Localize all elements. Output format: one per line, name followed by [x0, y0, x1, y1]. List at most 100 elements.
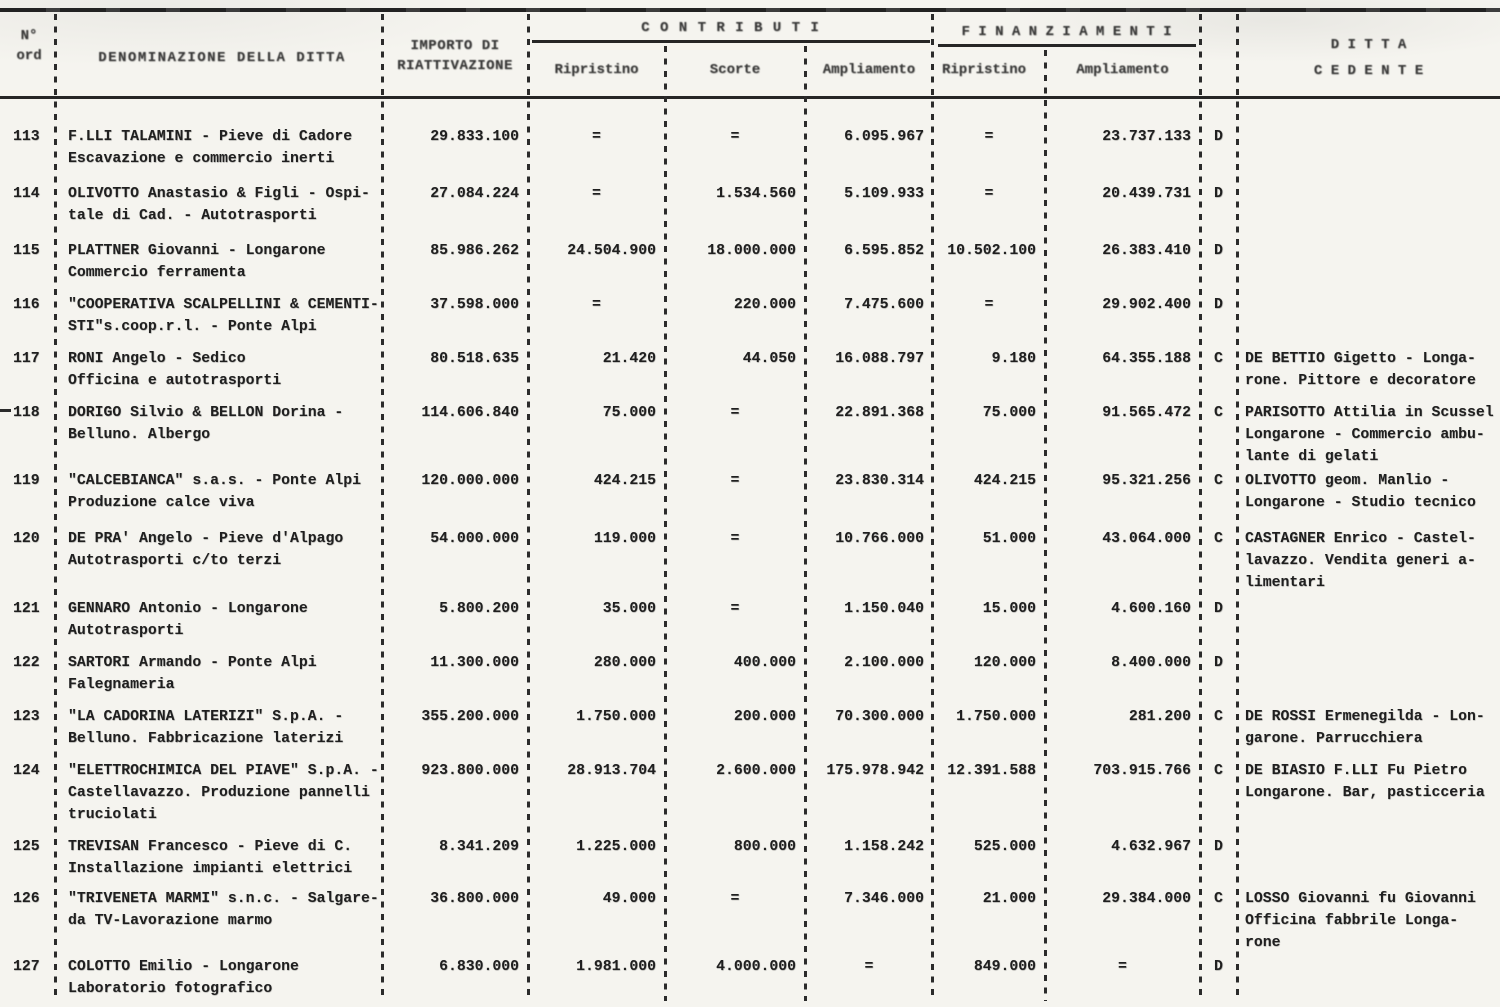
- contributi-ripristino-cell: =: [592, 186, 601, 202]
- row-number-cell: 115: [13, 243, 40, 259]
- contributi-ripristino-cell: 1.981.000: [576, 959, 656, 975]
- ditta-cedente-cell: [1237, 240, 1500, 284]
- company-name-cell: "TRIVENETA MARMI" s.n.c. - Salgare- da T…: [68, 891, 379, 929]
- finanziamenti-ripristino-cell: 9.180: [991, 351, 1036, 367]
- contributi-ampliamento-cell: 1.150.040: [844, 601, 924, 617]
- importo-riattivazione-cell: 11.300.000: [430, 655, 519, 671]
- tipo-d-c-cell: C: [1214, 405, 1223, 421]
- tipo-d-c-cell: D: [1214, 601, 1223, 617]
- contributi-scorte-cell: 800.000: [733, 839, 796, 855]
- row-number-cell: 125: [13, 839, 40, 855]
- contributi-scorte-cell: =: [730, 129, 740, 145]
- column-divider: [664, 46, 667, 1001]
- ditta-cedente-cell: CASTAGNER Enrico - Castel- lavazzo. Vend…: [1245, 531, 1476, 591]
- finanziamenti-ripristino-cell: =: [984, 186, 994, 202]
- tipo-d-c-cell: D: [1214, 243, 1223, 259]
- finanziamenti-ampliamento-cell: 91.565.472: [1102, 405, 1191, 421]
- contributi-group-underline: [532, 40, 930, 43]
- finanziamenti-ripristino-cell: =: [984, 297, 994, 313]
- company-name-cell: OLIVOTTO Anastasio & Figli - Ospi- tale …: [68, 186, 370, 224]
- contributi-ripristino-cell: 424.215: [593, 473, 656, 489]
- row-number-cell: 126: [13, 891, 40, 907]
- company-name-cell: "LA CADORINA LATERIZI" S.p.A. - Belluno.…: [68, 709, 344, 747]
- table-row: 119 "CALCEBIANCA" s.a.s. - Ponte Alpi Pr…: [0, 470, 1500, 514]
- table-row: 114 OLIVOTTO Anastasio & Figli - Ospi- t…: [0, 183, 1500, 227]
- table-row: 116 "COOPERATIVA SCALPELLINI & CEMENTI- …: [0, 294, 1500, 338]
- importo-riattivazione-cell: 85.986.262: [430, 243, 519, 259]
- column-header-num: N° ord: [16, 28, 42, 64]
- contributi-ampliamento-cell: 1.158.242: [844, 839, 924, 855]
- table-row: 115 PLATTNER Giovanni - Longarone Commer…: [0, 240, 1500, 284]
- finanziamenti-ampliamento-cell: 64.355.188: [1102, 351, 1191, 367]
- company-name-cell: GENNARO Antonio - Longarone Autotrasport…: [68, 601, 308, 639]
- contributi-scorte-cell: 200.000: [733, 709, 796, 725]
- finanziamenti-ripristino-cell: 849.000: [973, 959, 1036, 975]
- ditta-cedente-cell: [1237, 836, 1500, 880]
- finanziamenti-ampliamento-cell: =: [1118, 959, 1127, 975]
- ditta-cedente-cell: PARISOTTO Attilia in Scussel Longarone -…: [1245, 405, 1494, 465]
- company-name-cell: DORIGO Silvio & BELLON Dorina - Belluno.…: [68, 405, 344, 443]
- contributi-ripristino-cell: 1.225.000: [576, 839, 656, 855]
- ditta-cedente-cell: DE ROSSI Ermenegilda - Lon- garone. Parr…: [1245, 709, 1485, 747]
- table-top-border: [0, 8, 1500, 12]
- table-row: 117 RONI Angelo - Sedico Officina e auto…: [0, 348, 1500, 392]
- ditta-cedente-cell: [1237, 294, 1500, 338]
- row-number-cell: 122: [13, 655, 40, 671]
- row-number-cell: 113: [13, 129, 40, 145]
- finanziamenti-ampliamento-cell: 95.321.256: [1102, 473, 1191, 489]
- tipo-d-c-cell: D: [1214, 186, 1223, 202]
- contributi-ampliamento-cell: 70.300.000: [835, 709, 924, 725]
- contributi-scorte-cell: 44.050: [742, 351, 796, 367]
- column-divider: [804, 46, 807, 1001]
- contributi-scorte-cell: =: [730, 473, 740, 489]
- contributi-scorte-cell: 2.600.000: [716, 763, 796, 779]
- ditta-cedente-cell: [1237, 652, 1500, 696]
- column-header-importo: IMPORTO DI RIATTIVAZIONE: [397, 38, 513, 74]
- finanziamenti-ripristino-cell: 12.391.588: [947, 763, 1036, 779]
- finanziamenti-ampliamento-cell: 29.902.400: [1102, 297, 1191, 313]
- row-number-cell: 118: [13, 405, 40, 421]
- company-name-cell: RONI Angelo - Sedico Officina e autotras…: [68, 351, 282, 389]
- importo-riattivazione-cell: 27.084.224: [430, 186, 519, 202]
- column-divider: [527, 14, 530, 1001]
- contributi-scorte-cell: =: [730, 891, 740, 907]
- contributi-scorte-cell: =: [730, 405, 740, 421]
- table-row: 122 SARTORI Armando - Ponte Alpi Falegna…: [0, 652, 1500, 696]
- company-name-cell: DE PRA' Angelo - Pieve d'Alpago Autotras…: [68, 531, 344, 569]
- contributi-ampliamento-cell: 7.475.600: [844, 297, 924, 313]
- row-number-cell: 116: [13, 297, 40, 313]
- row-number-cell: 120: [13, 531, 40, 547]
- contributi-scorte-cell: =: [730, 601, 740, 617]
- contributi-ripristino-cell: 24.504.900: [567, 243, 656, 259]
- row-number-cell: 119: [13, 473, 40, 489]
- column-divider: [931, 14, 934, 1001]
- contributi-scorte-cell: 4.000.000: [716, 959, 796, 975]
- finanziamenti-ampliamento-cell: 4.600.160: [1111, 601, 1191, 617]
- tipo-d-c-cell: D: [1214, 959, 1223, 975]
- contributi-scorte-cell: =: [730, 531, 740, 547]
- ditta-cedente-cell: DE BETTIO Gigetto - Longa- rone. Pittore…: [1245, 351, 1476, 389]
- table-row: 123 "LA CADORINA LATERIZI" S.p.A. - Bell…: [0, 706, 1500, 750]
- row-number-cell: 124: [13, 763, 40, 779]
- ditta-cedente-cell: OLIVOTTO geom. Manlio - Longarone - Stud…: [1245, 473, 1476, 511]
- sub-header-contributi-scorte: Scorte: [709, 62, 761, 78]
- finanziamenti-ampliamento-cell: 23.737.133: [1102, 129, 1191, 145]
- importo-riattivazione-cell: 29.833.100: [430, 129, 519, 145]
- contributi-ampliamento-cell: 2.100.000: [844, 655, 924, 671]
- table-row: 125 TREVISAN Francesco - Pieve di C. Ins…: [0, 836, 1500, 880]
- table-row: 126 "TRIVENETA MARMI" s.n.c. - Salgare- …: [0, 888, 1500, 954]
- importo-riattivazione-cell: 923.800.000: [421, 763, 519, 779]
- importo-riattivazione-cell: 8.341.209: [439, 839, 519, 855]
- importo-riattivazione-cell: 80.518.635: [430, 351, 519, 367]
- tipo-d-c-cell: D: [1214, 297, 1223, 313]
- importo-riattivazione-cell: 355.200.000: [421, 709, 519, 725]
- sub-header-finanziamenti-ripristino: Ripristino: [941, 62, 1026, 78]
- row-number-cell: 117: [13, 351, 40, 367]
- finanziamenti-ripristino-cell: 1.750.000: [956, 709, 1036, 725]
- finanziamenti-ripristino-cell: 424.215: [973, 473, 1036, 489]
- contributi-ripristino-cell: 28.913.704: [567, 763, 656, 779]
- importo-riattivazione-cell: 114.606.840: [421, 405, 519, 421]
- contributi-ripristino-cell: =: [592, 297, 601, 313]
- contributi-ampliamento-cell: 23.830.314: [835, 473, 924, 489]
